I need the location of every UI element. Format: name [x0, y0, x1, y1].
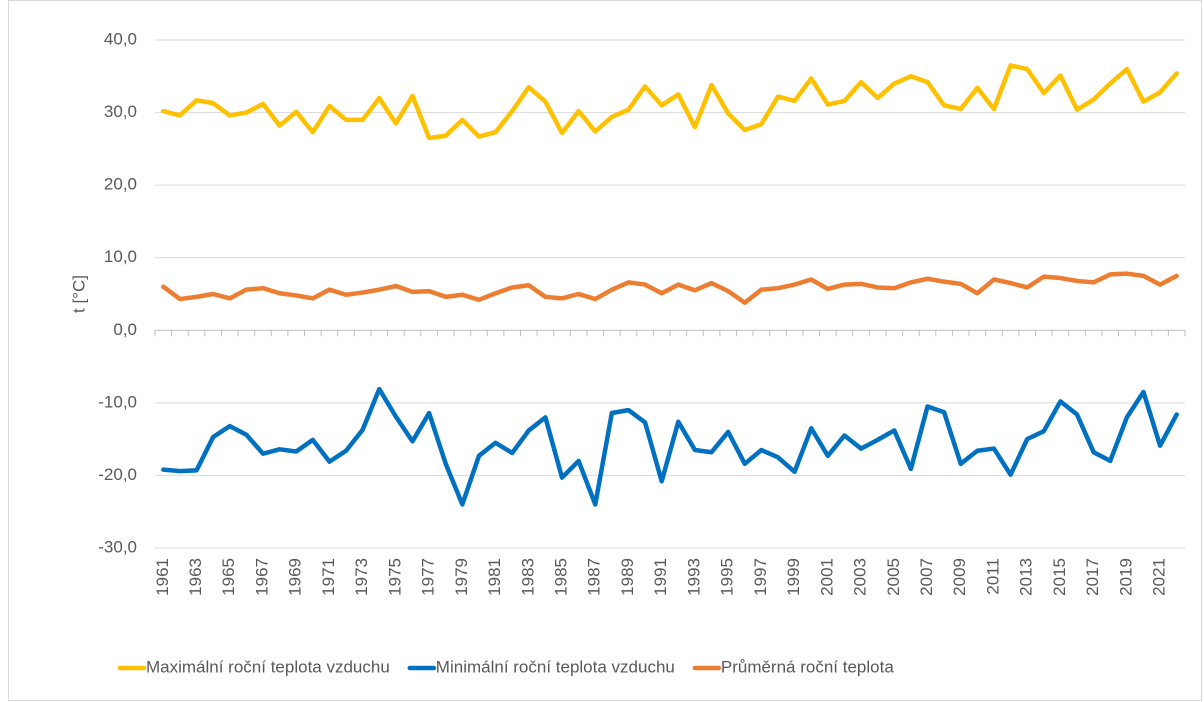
legend-label: Minimální roční teplota vzduchu: [436, 657, 675, 676]
y-tick-label: -20,0: [98, 465, 137, 484]
x-tick-label: 1997: [751, 558, 770, 596]
x-tick-label: 1967: [252, 558, 271, 596]
x-tick-label: 2021: [1150, 558, 1169, 596]
x-tick-label: 1999: [784, 558, 803, 596]
x-tick-label: 2007: [917, 558, 936, 596]
y-tick-label: 40,0: [104, 29, 137, 48]
x-tick-label: 1965: [219, 558, 238, 596]
y-tick-label: -30,0: [98, 537, 137, 556]
x-tick-label: 1971: [319, 558, 338, 596]
y-tick-label: 30,0: [104, 102, 137, 121]
x-tick-label: 2009: [950, 558, 969, 596]
x-tick-label: 2011: [983, 558, 1002, 595]
data-line: [161, 63, 1179, 141]
x-tick-label: 1983: [518, 558, 537, 596]
x-tick-label: 1995: [718, 558, 737, 596]
y-tick-label: 0,0: [113, 320, 137, 339]
x-tick-label: 1987: [585, 558, 604, 596]
x-tick-label: 2013: [1017, 558, 1036, 596]
chart-border: [8, 0, 1202, 701]
x-tick-label: 1981: [485, 558, 504, 596]
x-tick-label: 2001: [817, 558, 836, 596]
x-tick-label: 2019: [1116, 558, 1135, 596]
x-tick-label: 1969: [286, 558, 305, 596]
legend-label: Průměrná roční teplota: [721, 657, 894, 676]
y-axis-label: t [°C]: [69, 275, 88, 313]
x-tick-label: 1985: [552, 558, 571, 596]
data-line: [161, 386, 1179, 507]
x-tick-label: 1973: [352, 558, 371, 596]
x-tick-label: 1977: [419, 558, 438, 596]
x-tick-label: 1993: [684, 558, 703, 596]
x-tick-label: 2017: [1083, 558, 1102, 596]
x-tick-label: 1991: [651, 558, 670, 596]
data-line: [161, 271, 1179, 305]
x-tick-label: 2003: [851, 558, 870, 596]
y-tick-label: 10,0: [104, 247, 137, 266]
x-tick-label: 1961: [153, 558, 172, 596]
y-tick-label: -10,0: [98, 392, 137, 411]
x-tick-label: 1963: [186, 558, 205, 596]
x-tick-label: 1975: [385, 558, 404, 596]
x-tick-label: 1979: [452, 558, 471, 596]
x-tick-label: 2015: [1050, 558, 1069, 596]
x-tick-label: 2005: [884, 558, 903, 596]
x-tick-label: 1989: [618, 558, 637, 596]
y-tick-label: 20,0: [104, 175, 137, 194]
legend-label: Maximální roční teplota vzduchu: [146, 657, 390, 676]
